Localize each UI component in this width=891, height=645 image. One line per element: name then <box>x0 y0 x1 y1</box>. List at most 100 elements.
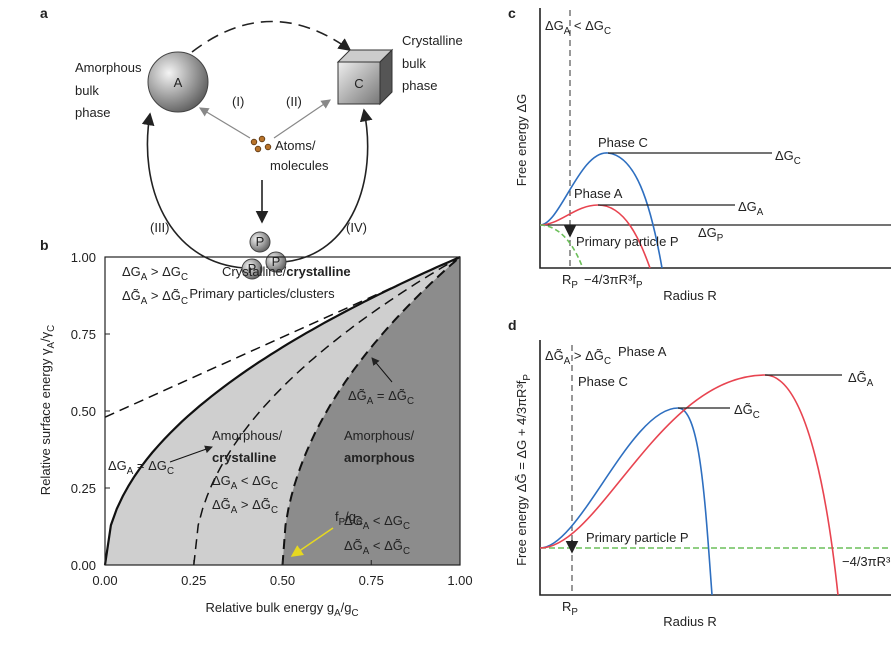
x-axis-label: Radius R <box>663 614 716 629</box>
region-label: Amorphous/ <box>344 428 414 443</box>
panel-b-plot <box>105 257 460 565</box>
text-part: /γ <box>38 331 53 342</box>
text-part: > ΔG̃ <box>570 348 604 363</box>
text-part: P <box>522 374 533 381</box>
text-part: P <box>717 233 724 244</box>
text-part: C <box>753 410 760 421</box>
region-label: amorphous <box>344 450 415 465</box>
bulk-term: −4/3πR³fP <box>584 272 642 291</box>
region-label: Crystalline/crystalline <box>222 264 351 279</box>
condition: ΔG̃A > ΔG̃C <box>122 288 188 307</box>
text-part: ΔG <box>738 199 757 214</box>
text-part: Amorphous/ <box>344 428 414 443</box>
text-part: ΔG̃ <box>848 370 867 385</box>
phase-label: Phase C <box>578 374 628 389</box>
panel-label: d <box>508 317 517 333</box>
text-part: = ΔG̃ <box>373 388 407 403</box>
text-part: crystalline <box>212 450 276 465</box>
phase-label: Phase C <box>598 135 648 150</box>
phase-label: phase <box>402 78 437 93</box>
text-part: Crystalline/ <box>222 264 287 279</box>
text-part: C <box>403 546 410 557</box>
text-part: Relative surface energy γ <box>38 348 53 495</box>
barrier-label: ΔGP <box>698 225 723 244</box>
text-part: R <box>562 272 571 287</box>
bulk-term: −4/3πR³ <box>842 554 891 569</box>
crystal-cube <box>338 50 392 104</box>
y-axis-label: Free energy ΔG <box>514 94 529 187</box>
atoms-label: Atoms/ <box>275 138 316 153</box>
x-tick-label: 1.00 <box>447 573 472 588</box>
text-part: > ΔG̃ <box>237 497 271 512</box>
atoms-label: molecules <box>270 158 329 173</box>
text-part: C <box>604 356 611 367</box>
caption: Primary particles/clusters <box>189 286 335 301</box>
path-label: (II) <box>286 94 302 109</box>
barrier-label: ΔGA <box>738 199 764 218</box>
text-part: C <box>271 505 278 516</box>
text-part: C <box>351 608 358 619</box>
condition: ΔGA > ΔGC <box>122 264 188 283</box>
phase-label: Amorphous <box>75 60 142 75</box>
text-part: C <box>181 272 188 283</box>
phase-label: phase <box>75 105 110 120</box>
barrier-label: ΔG̃A <box>848 370 874 389</box>
phase-label: Phase A <box>574 186 623 201</box>
panel-label: a <box>40 5 48 21</box>
region-label: crystalline <box>212 450 276 465</box>
radius-label: RP <box>562 272 578 291</box>
radius-label: RP <box>562 599 578 618</box>
text-part: ΔG <box>775 148 794 163</box>
panel-label: c <box>508 5 516 21</box>
text-part: ΔG̃ <box>734 402 753 417</box>
text-part: P <box>571 280 578 291</box>
text-part: ΔG <box>122 264 141 279</box>
particle-label: Primary particle P <box>586 530 689 545</box>
x-tick-label: 0.00 <box>92 573 117 588</box>
y-tick-label: 0.00 <box>71 558 96 573</box>
text-part: C <box>794 156 801 167</box>
text-part: C <box>167 466 174 477</box>
y-tick-label: 1.00 <box>71 250 96 265</box>
text-part: −4/3πR³f <box>584 272 636 287</box>
x-tick-label: 0.25 <box>181 573 206 588</box>
text-part: < ΔG <box>570 18 604 33</box>
text-part: P <box>571 607 578 618</box>
y-axis-label: Relative surface energy γA/γC <box>38 325 57 495</box>
text-part: P <box>636 280 643 291</box>
condition: ΔGA < ΔGC <box>545 18 611 37</box>
region-label: Amorphous/ <box>212 428 282 443</box>
text-part: /g <box>341 600 352 615</box>
text-part: C <box>46 325 57 332</box>
text-part: C <box>604 26 611 37</box>
particle-label: Primary particle P <box>576 234 679 249</box>
phase-label: bulk <box>402 56 426 71</box>
text-part: > ΔG̃ <box>147 288 181 303</box>
text-part: Relative bulk energy g <box>205 600 334 615</box>
y-tick-label: 0.75 <box>71 327 96 342</box>
text-part: < ΔG <box>369 513 403 528</box>
text-part: Free energy ΔG̃ = ΔG + 4/3πR³f <box>514 380 529 566</box>
text-part: A <box>757 207 764 218</box>
text-part: C <box>271 481 278 492</box>
text-part: C <box>181 296 188 307</box>
atoms <box>251 136 271 152</box>
text-part: C <box>403 521 410 532</box>
phase-label: Phase A <box>618 344 667 359</box>
x-tick-label: 0.50 <box>270 573 295 588</box>
path-label: (I) <box>232 94 244 109</box>
text-part: ΔG̃ <box>344 538 363 553</box>
x-axis-label: Radius R <box>663 288 716 303</box>
text-part: ΔG <box>108 458 127 473</box>
text-part: ΔG <box>212 473 231 488</box>
text-part: > ΔG <box>147 264 181 279</box>
y-tick-label: 0.25 <box>71 481 96 496</box>
text-part: ΔG̃ <box>545 348 564 363</box>
text-part: amorphous <box>344 450 415 465</box>
barrier-label: ΔGC <box>775 148 801 167</box>
text-part: crystalline <box>286 264 350 279</box>
text-part: /g <box>345 509 356 524</box>
phase-letter: A <box>174 75 183 90</box>
x-axis-label: Relative bulk energy gA/gC <box>205 600 358 619</box>
y-tick-label: 0.50 <box>71 404 96 419</box>
